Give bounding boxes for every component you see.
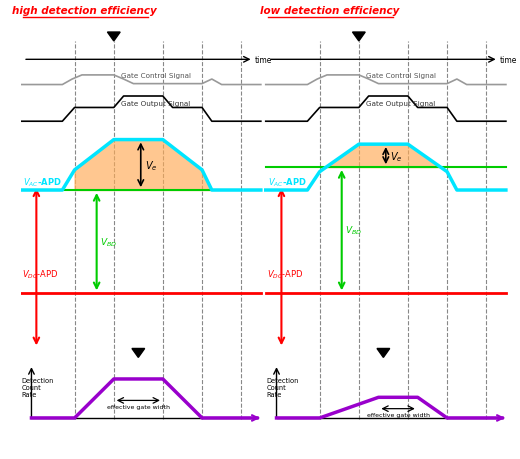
- Text: effective gate width: effective gate width: [107, 404, 170, 409]
- Text: $V_{AC}$-APD: $V_{AC}$-APD: [268, 176, 307, 188]
- Text: high detection efficiency: high detection efficiency: [12, 6, 157, 16]
- Polygon shape: [132, 349, 145, 358]
- Text: Gate Output Signal: Gate Output Signal: [366, 101, 435, 107]
- Text: Gate Output Signal: Gate Output Signal: [121, 101, 190, 107]
- Text: low detection efficiency: low detection efficiency: [260, 6, 399, 16]
- Text: time: time: [500, 56, 517, 65]
- Polygon shape: [108, 33, 120, 42]
- Text: Gate Control Signal: Gate Control Signal: [121, 73, 191, 79]
- Polygon shape: [377, 349, 389, 358]
- Text: Gate Control Signal: Gate Control Signal: [366, 73, 436, 79]
- Text: $V_{DC}$-APD: $V_{DC}$-APD: [267, 268, 303, 280]
- Text: $V_{DC}$-APD: $V_{DC}$-APD: [22, 268, 58, 280]
- Text: time: time: [255, 56, 272, 65]
- Text: $V_e$: $V_e$: [145, 158, 157, 172]
- Text: $V_{BD}$: $V_{BD}$: [100, 236, 116, 248]
- Text: $V_{BD}$: $V_{BD}$: [345, 224, 362, 237]
- Text: Detection
Count
Rate: Detection Count Rate: [267, 377, 299, 397]
- Text: $V_e$: $V_e$: [389, 149, 402, 163]
- Text: Detection
Count
Rate: Detection Count Rate: [22, 377, 54, 397]
- Text: effective gate width: effective gate width: [367, 412, 430, 417]
- Text: $V_{AC}$-APD: $V_{AC}$-APD: [23, 176, 62, 188]
- Polygon shape: [353, 33, 365, 42]
